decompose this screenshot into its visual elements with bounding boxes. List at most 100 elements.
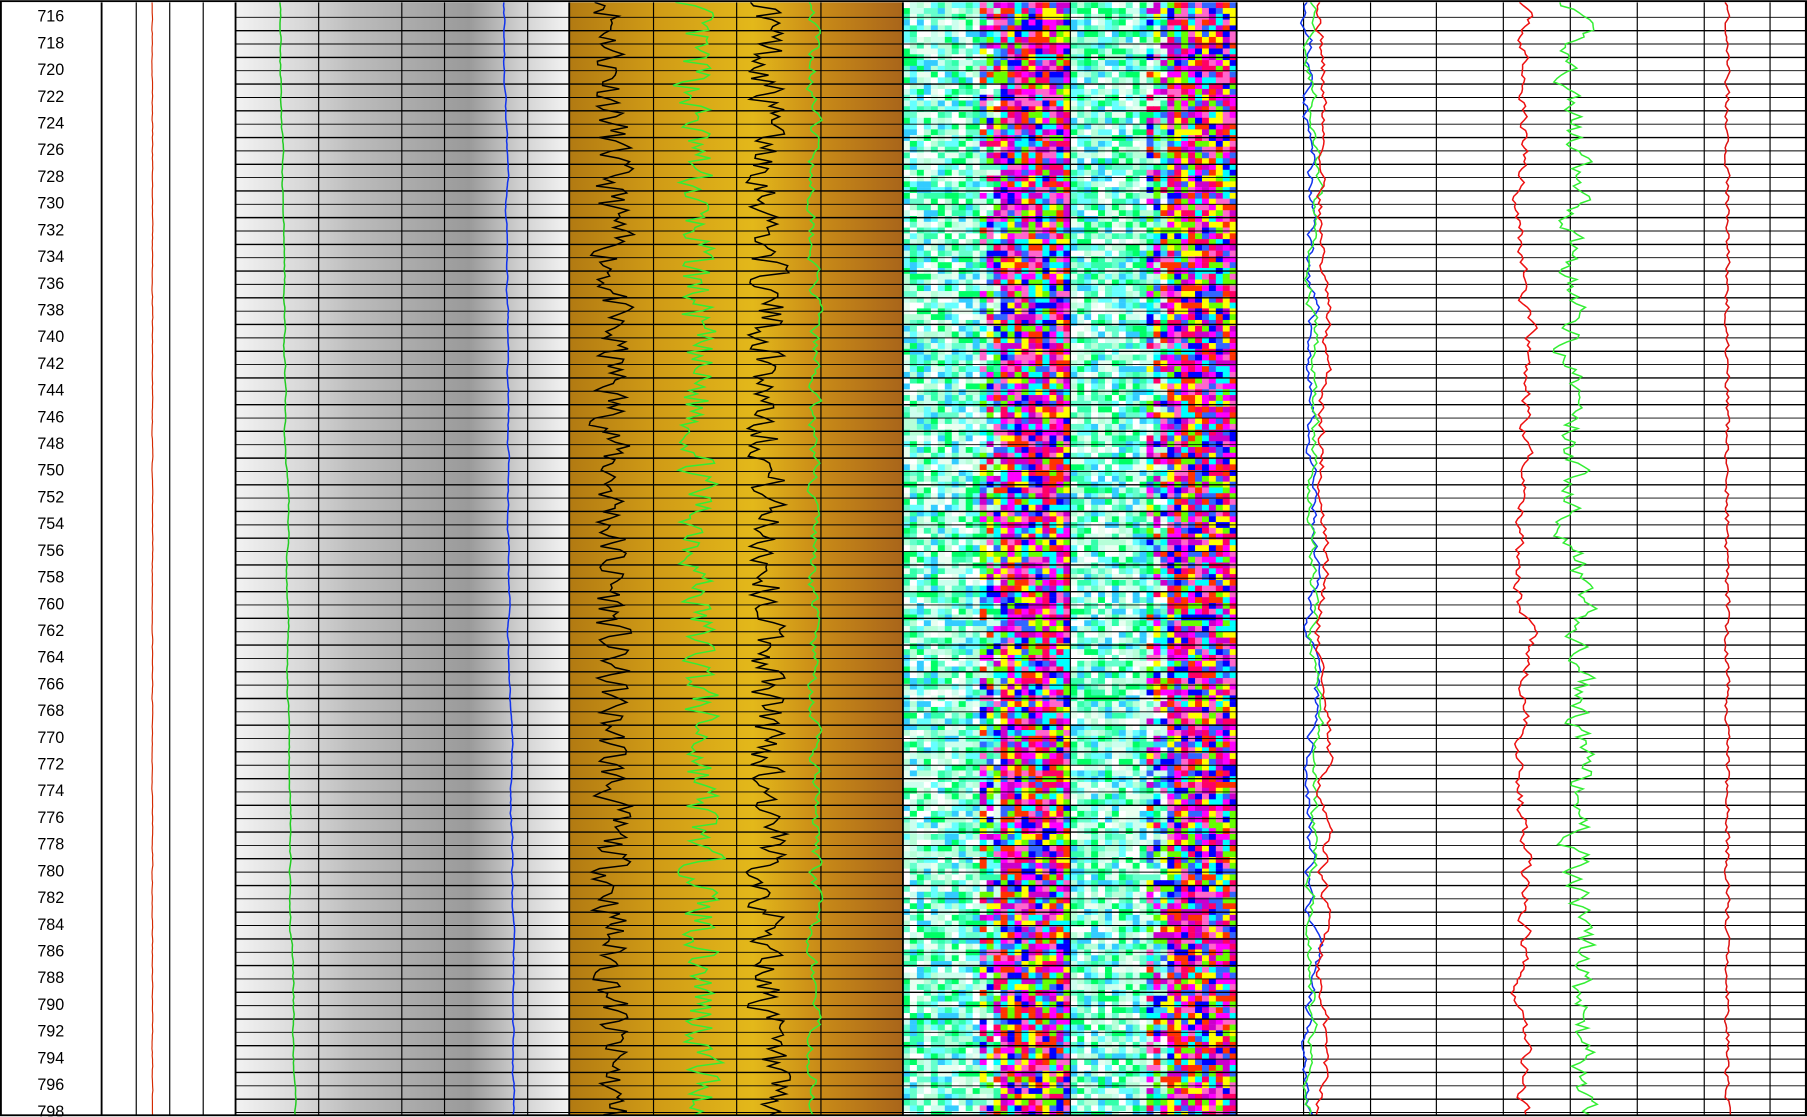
image-cell — [972, 822, 981, 829]
image-cell — [930, 279, 939, 286]
image-cell — [1188, 42, 1196, 49]
image-cell — [937, 19, 946, 26]
image-cell — [923, 1013, 932, 1020]
image-cell — [1049, 458, 1057, 465]
image-cell — [1000, 510, 1008, 517]
image-cell — [951, 724, 960, 731]
image-cell — [1070, 2, 1078, 9]
image-cell — [944, 568, 953, 575]
image-cell — [1070, 88, 1078, 95]
image-cell — [1028, 100, 1036, 107]
image-cell — [958, 256, 967, 263]
image-cell — [1063, 493, 1071, 500]
image-cell — [1028, 412, 1036, 419]
image-cell — [1021, 1047, 1029, 1054]
image-cell — [1063, 1059, 1071, 1066]
image-cell — [923, 487, 932, 494]
image-cell — [951, 458, 960, 465]
image-cell — [1014, 937, 1022, 944]
image-cell — [1000, 458, 1008, 465]
image-cell — [1000, 389, 1008, 396]
image-cell — [986, 914, 995, 921]
image-cell — [944, 169, 953, 176]
image-cell — [902, 527, 911, 534]
image-cell — [972, 689, 981, 696]
image-cell — [902, 718, 911, 725]
image-cell — [1000, 932, 1008, 939]
image-cell — [1000, 239, 1008, 246]
image-cell — [1063, 730, 1071, 737]
image-cell — [1063, 279, 1071, 286]
image-cell — [937, 891, 946, 898]
image-cell — [1014, 874, 1022, 881]
image-cell — [1049, 493, 1057, 500]
image-cell — [951, 718, 960, 725]
image-cell — [1063, 314, 1071, 321]
image-cell — [1153, 65, 1161, 72]
image-cell — [1229, 65, 1238, 72]
image-cell — [1063, 48, 1071, 55]
image-cell — [972, 805, 981, 812]
image-cell — [1021, 966, 1029, 973]
image-cell — [923, 1036, 932, 1043]
image-cell — [972, 845, 981, 852]
image-cell — [1174, 77, 1182, 84]
image-cell — [951, 400, 960, 407]
image-cell — [1014, 579, 1022, 586]
image-cell — [979, 1030, 988, 1037]
image-cell — [902, 932, 911, 939]
image-cell — [1028, 527, 1036, 534]
image-cell — [916, 943, 925, 950]
image-cell — [951, 152, 960, 159]
image-cell — [951, 1041, 960, 1048]
image-cell — [1174, 36, 1182, 43]
image-cell — [1042, 672, 1050, 679]
image-cell — [916, 845, 925, 852]
image-cell — [944, 447, 953, 454]
image-cell — [1007, 683, 1015, 690]
image-cell — [909, 787, 918, 794]
image-cell — [1139, 71, 1148, 78]
image-cell — [1021, 816, 1029, 823]
image-cell — [1028, 660, 1036, 667]
image-cell — [909, 314, 918, 321]
image-cell — [951, 112, 960, 119]
image-cell — [1201, 65, 1210, 72]
image-cell — [951, 48, 960, 55]
image-cell — [986, 487, 995, 494]
image-cell — [958, 533, 967, 540]
image-cell — [909, 325, 918, 332]
image-cell — [923, 291, 932, 298]
image-cell — [1000, 961, 1008, 968]
image-cell — [902, 620, 911, 627]
image-cell — [1028, 885, 1036, 892]
image-cell — [1056, 366, 1064, 373]
image-cell — [1035, 360, 1043, 367]
image-cell — [979, 291, 988, 298]
image-cell — [1014, 181, 1022, 188]
image-cell — [958, 550, 967, 557]
image-cell — [979, 932, 988, 939]
image-cell — [1042, 1030, 1050, 1037]
image-cell — [1007, 805, 1015, 812]
image-cell — [909, 758, 918, 765]
image-cell — [1028, 1030, 1036, 1037]
image-cell — [1188, 65, 1196, 72]
image-cell — [958, 1070, 967, 1077]
image-cell — [1042, 447, 1050, 454]
image-cell — [909, 377, 918, 384]
image-cell — [1056, 319, 1064, 326]
image-cell — [1035, 71, 1043, 78]
image-cell — [1132, 19, 1141, 26]
image-cell — [1042, 730, 1050, 737]
image-cell — [1042, 452, 1050, 459]
image-cell — [1188, 19, 1196, 26]
image-cell — [916, 857, 925, 864]
image-cell — [930, 273, 939, 280]
image-cell — [972, 204, 981, 211]
image-cell — [1056, 181, 1064, 188]
image-cell — [979, 262, 988, 269]
image-cell — [979, 1076, 988, 1083]
image-cell — [979, 706, 988, 713]
image-cell — [965, 366, 974, 373]
